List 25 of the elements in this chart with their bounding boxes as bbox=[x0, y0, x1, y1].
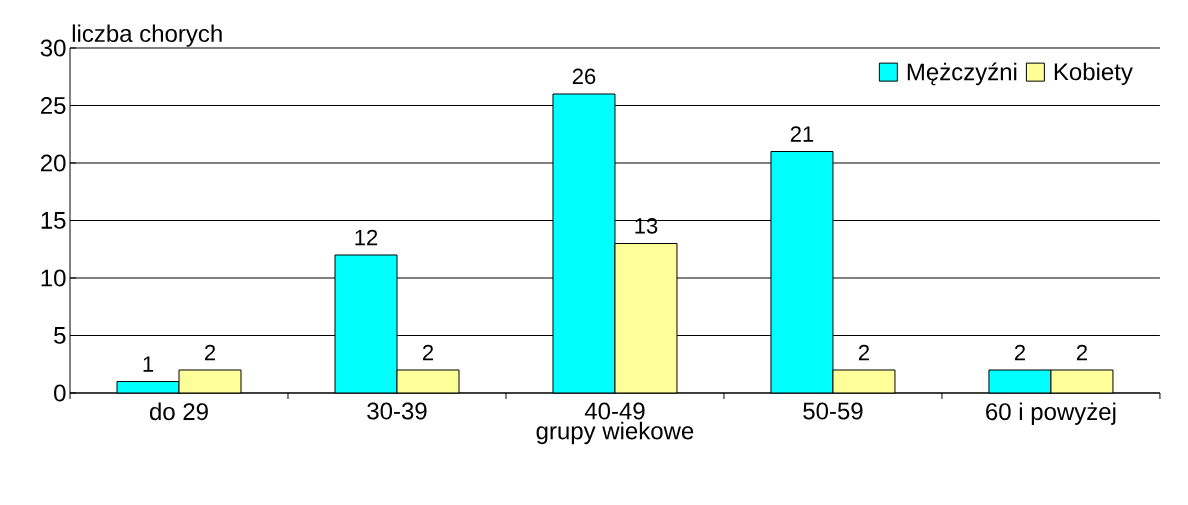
y-tick-label: 30 bbox=[40, 39, 66, 57]
data-label: 21 bbox=[790, 126, 814, 142]
x-tick-label: do 29 bbox=[149, 402, 208, 421]
x-tick-label: 40-49 bbox=[584, 402, 645, 420]
data-label: 2 bbox=[422, 344, 434, 361]
y-tick-label: 20 bbox=[40, 154, 66, 172]
x-tick-label: 50-59 bbox=[803, 402, 863, 420]
y-tick-label: 15 bbox=[41, 212, 66, 229]
data-label: 2 bbox=[858, 344, 869, 361]
data-label: 2 bbox=[1076, 344, 1087, 361]
x-tick-label: 30-39 bbox=[367, 402, 427, 420]
data-label: 1 bbox=[143, 356, 154, 372]
data-label: 12 bbox=[355, 229, 378, 246]
legend-label: Kobiety bbox=[1054, 62, 1133, 86]
y-tick-label: 5 bbox=[54, 327, 66, 344]
y-tick-label: 25 bbox=[40, 97, 66, 114]
data-label: 2 bbox=[205, 344, 216, 361]
y-axis-title: liczba chorych bbox=[72, 24, 222, 47]
data-label: 26 bbox=[572, 68, 596, 85]
data-label: 2 bbox=[1014, 344, 1025, 361]
x-axis-title: grupy wiekowe bbox=[536, 421, 694, 445]
legend-label: Mężczyźni bbox=[907, 62, 1017, 86]
y-tick-label: 0 bbox=[54, 384, 66, 402]
x-tick-label: 60 i powyżej bbox=[986, 402, 1116, 425]
y-tick-label: 10 bbox=[41, 269, 66, 287]
